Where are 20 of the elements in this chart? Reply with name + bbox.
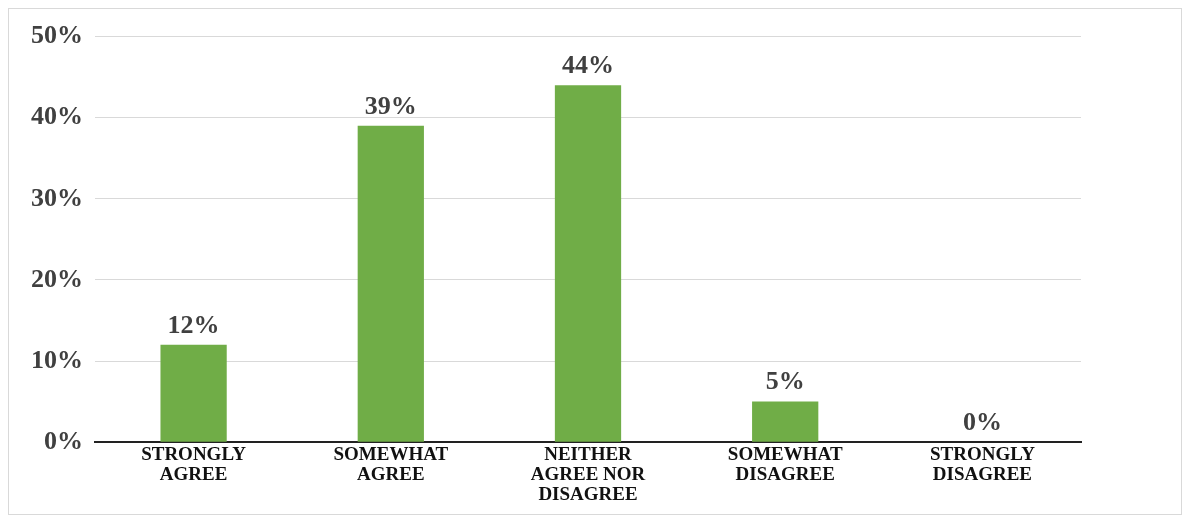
data-label: 5% xyxy=(765,366,805,396)
x-tick-label: STRONGLY AGREE xyxy=(141,443,247,484)
bar xyxy=(752,401,819,442)
y-tick-label: 10% xyxy=(31,344,83,374)
y-tick-label: 40% xyxy=(31,101,83,131)
y-tick-label: 50% xyxy=(31,20,83,50)
data-label: 0% xyxy=(962,406,1002,436)
x-tick-label: SOMEWHAT DISAGREE xyxy=(727,443,843,484)
bar xyxy=(357,125,424,442)
x-tick-label: SOMEWHAT AGREE xyxy=(333,443,449,484)
y-tick-label: 30% xyxy=(31,182,83,212)
x-tick-label: STRONGLY DISAGREE xyxy=(929,443,1036,484)
x-tick-label: NEITHER AGREE NOR DISAGREE xyxy=(530,443,646,504)
bar xyxy=(554,85,622,442)
data-label: 39% xyxy=(364,90,417,120)
data-label: 44% xyxy=(562,49,614,79)
y-tick-label: 20% xyxy=(31,263,83,293)
data-label: 12% xyxy=(167,309,220,339)
y-tick-label: 0% xyxy=(44,425,83,455)
bar xyxy=(160,344,227,442)
